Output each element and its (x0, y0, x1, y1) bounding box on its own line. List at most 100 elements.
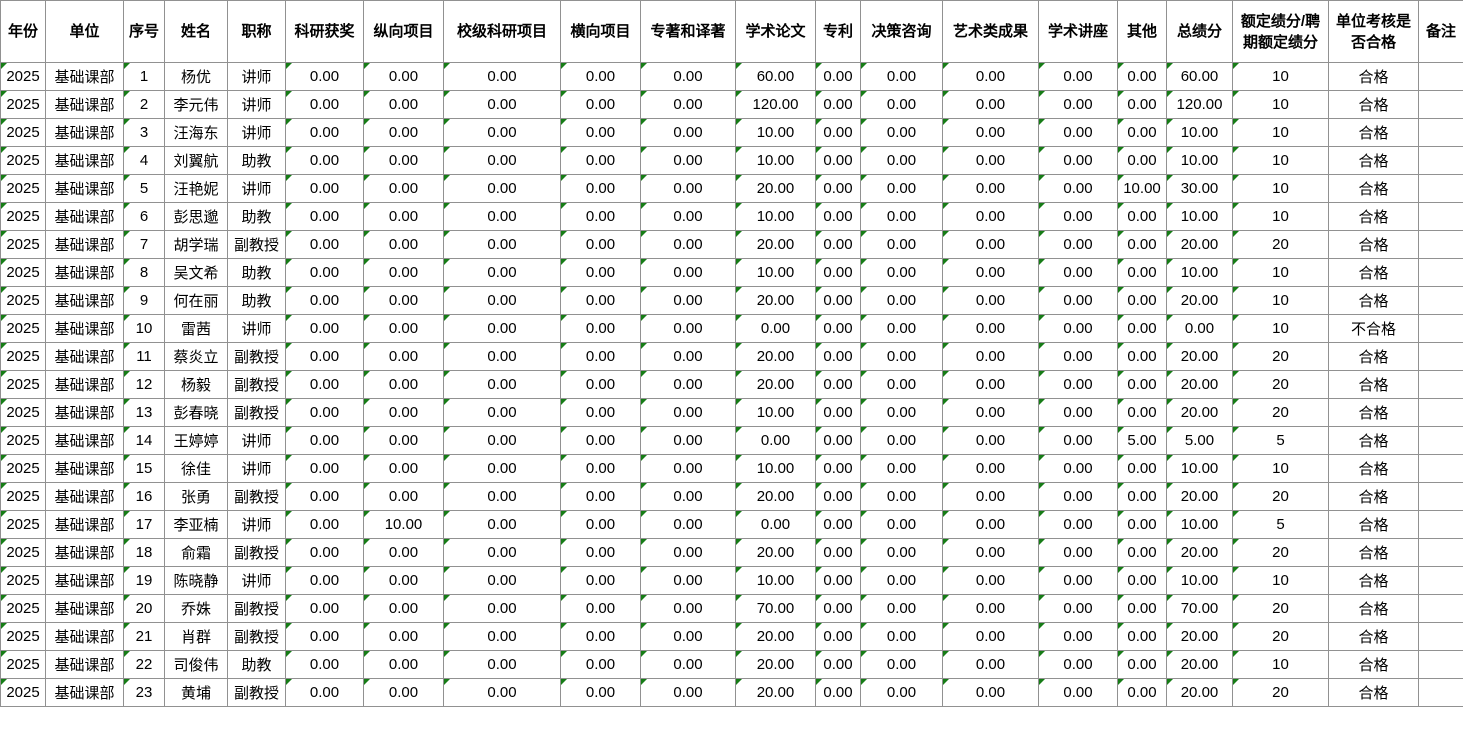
cell-policy-consulting[interactable]: 0.00 (860, 342, 943, 371)
cell-school-project[interactable]: 0.00 (443, 566, 561, 595)
cell-name[interactable]: 陈晓静 (164, 566, 228, 595)
cell-assessment-result[interactable]: 合格 (1328, 650, 1419, 679)
cell-research-award[interactable]: 0.00 (285, 426, 364, 455)
cell-art-achievement[interactable]: 0.00 (942, 426, 1039, 455)
cell-job-title[interactable]: 副教授 (227, 678, 286, 707)
cell-horizontal-project[interactable]: 0.00 (560, 174, 641, 203)
cell-art-achievement[interactable]: 0.00 (942, 650, 1039, 679)
cell-serial-number[interactable]: 11 (123, 342, 165, 371)
cell-other[interactable]: 0.00 (1117, 370, 1167, 399)
cell-monograph-translation[interactable]: 0.00 (640, 174, 736, 203)
cell-school-project[interactable]: 0.00 (443, 314, 561, 343)
cell-horizontal-project[interactable]: 0.00 (560, 202, 641, 231)
cell-name[interactable]: 吴文希 (164, 258, 228, 287)
cell-remark[interactable] (1418, 202, 1463, 231)
cell-assessment-result[interactable]: 合格 (1328, 482, 1419, 511)
cell-remark[interactable] (1418, 90, 1463, 119)
cell-assessment-result[interactable]: 不合格 (1328, 314, 1419, 343)
cell-remark[interactable] (1418, 538, 1463, 567)
cell-school-project[interactable]: 0.00 (443, 510, 561, 539)
cell-policy-consulting[interactable]: 0.00 (860, 202, 943, 231)
cell-job-title[interactable]: 副教授 (227, 482, 286, 511)
cell-vertical-project[interactable]: 0.00 (363, 678, 444, 707)
cell-job-title[interactable]: 助教 (227, 258, 286, 287)
cell-vertical-project[interactable]: 0.00 (363, 566, 444, 595)
cell-school-project[interactable]: 0.00 (443, 650, 561, 679)
cell-school-project[interactable]: 0.00 (443, 174, 561, 203)
cell-name[interactable]: 杨毅 (164, 370, 228, 399)
cell-art-achievement[interactable]: 0.00 (942, 538, 1039, 567)
cell-vertical-project[interactable]: 0.00 (363, 370, 444, 399)
cell-unit[interactable]: 基础课部 (45, 342, 124, 371)
cell-academic-lecture[interactable]: 0.00 (1038, 398, 1118, 427)
cell-monograph-translation[interactable]: 0.00 (640, 650, 736, 679)
cell-academic-lecture[interactable]: 0.00 (1038, 454, 1118, 483)
cell-other[interactable]: 0.00 (1117, 566, 1167, 595)
cell-job-title[interactable]: 助教 (227, 202, 286, 231)
cell-job-title[interactable]: 副教授 (227, 538, 286, 567)
cell-research-award[interactable]: 0.00 (285, 314, 364, 343)
cell-monograph-translation[interactable]: 0.00 (640, 510, 736, 539)
cell-year[interactable]: 2025 (0, 90, 46, 119)
cell-policy-consulting[interactable]: 0.00 (860, 398, 943, 427)
cell-vertical-project[interactable]: 0.00 (363, 342, 444, 371)
cell-vertical-project[interactable]: 0.00 (363, 454, 444, 483)
cell-year[interactable]: 2025 (0, 314, 46, 343)
cell-research-award[interactable]: 0.00 (285, 482, 364, 511)
cell-patent[interactable]: 0.00 (815, 230, 861, 259)
cell-monograph-translation[interactable]: 0.00 (640, 482, 736, 511)
cell-policy-consulting[interactable]: 0.00 (860, 146, 943, 175)
cell-rated-score[interactable]: 10 (1232, 286, 1329, 315)
cell-research-award[interactable]: 0.00 (285, 230, 364, 259)
cell-policy-consulting[interactable]: 0.00 (860, 678, 943, 707)
cell-serial-number[interactable]: 18 (123, 538, 165, 567)
cell-remark[interactable] (1418, 482, 1463, 511)
cell-unit[interactable]: 基础课部 (45, 314, 124, 343)
cell-other[interactable]: 0.00 (1117, 650, 1167, 679)
cell-name[interactable]: 李元伟 (164, 90, 228, 119)
cell-rated-score[interactable]: 5 (1232, 510, 1329, 539)
cell-horizontal-project[interactable]: 0.00 (560, 146, 641, 175)
cell-serial-number[interactable]: 20 (123, 594, 165, 623)
cell-policy-consulting[interactable]: 0.00 (860, 538, 943, 567)
cell-name[interactable]: 俞霜 (164, 538, 228, 567)
cell-academic-lecture[interactable]: 0.00 (1038, 230, 1118, 259)
cell-art-achievement[interactable]: 0.00 (942, 258, 1039, 287)
cell-vertical-project[interactable]: 0.00 (363, 62, 444, 91)
cell-unit[interactable]: 基础课部 (45, 146, 124, 175)
cell-other[interactable]: 0.00 (1117, 314, 1167, 343)
cell-year[interactable]: 2025 (0, 426, 46, 455)
cell-year[interactable]: 2025 (0, 118, 46, 147)
cell-other[interactable]: 0.00 (1117, 342, 1167, 371)
cell-research-award[interactable]: 0.00 (285, 650, 364, 679)
cell-other[interactable]: 0.00 (1117, 230, 1167, 259)
cell-remark[interactable] (1418, 62, 1463, 91)
cell-year[interactable]: 2025 (0, 146, 46, 175)
cell-school-project[interactable]: 0.00 (443, 286, 561, 315)
cell-research-award[interactable]: 0.00 (285, 146, 364, 175)
cell-monograph-translation[interactable]: 0.00 (640, 118, 736, 147)
cell-rated-score[interactable]: 10 (1232, 118, 1329, 147)
column-header-academic-lecture[interactable]: 学术讲座 (1038, 0, 1118, 63)
cell-policy-consulting[interactable]: 0.00 (860, 286, 943, 315)
column-header-total-score[interactable]: 总绩分 (1166, 0, 1233, 63)
cell-academic-lecture[interactable]: 0.00 (1038, 286, 1118, 315)
cell-total-score[interactable]: 30.00 (1166, 174, 1233, 203)
cell-serial-number[interactable]: 9 (123, 286, 165, 315)
cell-academic-lecture[interactable]: 0.00 (1038, 510, 1118, 539)
cell-serial-number[interactable]: 15 (123, 454, 165, 483)
column-header-other[interactable]: 其他 (1117, 0, 1167, 63)
cell-patent[interactable]: 0.00 (815, 258, 861, 287)
cell-job-title[interactable]: 讲师 (227, 90, 286, 119)
cell-assessment-result[interactable]: 合格 (1328, 566, 1419, 595)
cell-vertical-project[interactable]: 0.00 (363, 286, 444, 315)
cell-patent[interactable]: 0.00 (815, 622, 861, 651)
cell-total-score[interactable]: 20.00 (1166, 398, 1233, 427)
cell-total-score[interactable]: 20.00 (1166, 678, 1233, 707)
cell-art-achievement[interactable]: 0.00 (942, 314, 1039, 343)
cell-academic-paper[interactable]: 20.00 (735, 230, 816, 259)
cell-vertical-project[interactable]: 0.00 (363, 118, 444, 147)
cell-monograph-translation[interactable]: 0.00 (640, 678, 736, 707)
cell-total-score[interactable]: 70.00 (1166, 594, 1233, 623)
cell-serial-number[interactable]: 12 (123, 370, 165, 399)
